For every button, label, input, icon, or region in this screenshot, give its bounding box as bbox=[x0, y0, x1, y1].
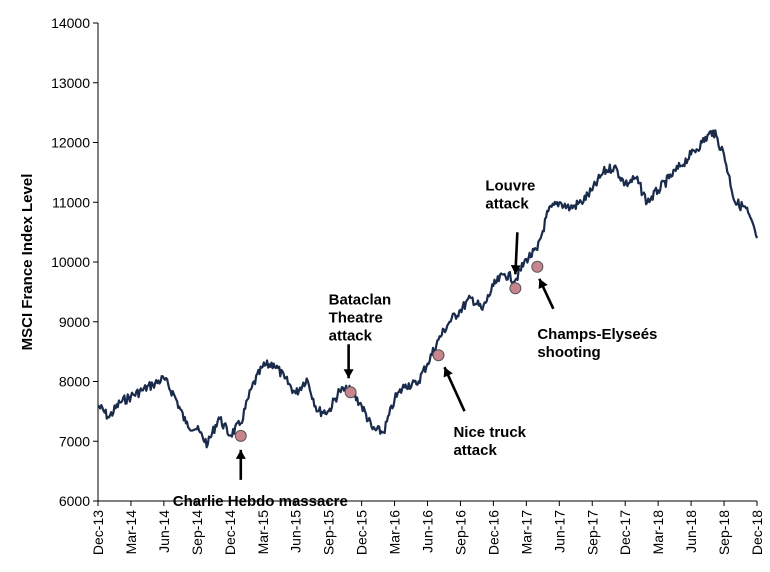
x-tick-label: Sep-15 bbox=[321, 510, 337, 555]
y-tick-label: 12000 bbox=[51, 135, 90, 151]
x-tick-label: Mar-14 bbox=[123, 510, 139, 555]
x-tick-label: Jun-18 bbox=[683, 510, 699, 553]
event-marker bbox=[344, 386, 357, 399]
x-tick-label: Dec-16 bbox=[485, 510, 501, 555]
event-arrow-head bbox=[538, 278, 548, 290]
y-tick-label: 7000 bbox=[59, 433, 90, 449]
x-tick-label: Mar-16 bbox=[387, 510, 403, 555]
y-tick-label: 10000 bbox=[51, 254, 90, 270]
event-label: Nice truck bbox=[453, 424, 526, 441]
x-tick-label: Dec-13 bbox=[90, 510, 106, 555]
x-tick-label: Sep-17 bbox=[584, 510, 600, 555]
event-label: attack bbox=[485, 195, 529, 212]
event-marker bbox=[432, 349, 445, 362]
y-tick-label: 14000 bbox=[51, 15, 90, 31]
y-tick-label: 13000 bbox=[51, 75, 90, 91]
x-tick-label: Jun-14 bbox=[156, 510, 172, 553]
event-label: Theatre bbox=[329, 309, 383, 326]
x-tick-label: Jun-15 bbox=[288, 510, 304, 553]
x-tick-label: Mar-17 bbox=[518, 510, 534, 555]
event-arrow-head bbox=[343, 369, 354, 379]
x-tick-label: Dec-17 bbox=[617, 510, 633, 555]
series-group bbox=[97, 129, 759, 449]
event-marker bbox=[509, 282, 522, 295]
y-tick-label: 8000 bbox=[59, 374, 90, 390]
y-axis-ticks: 6000 7000 8000 9000 10000 11000 12000 13000 1400… bbox=[51, 15, 98, 509]
x-axis-ticks: Dec-13 Mar-14 Jun-14 Sep-14 Dec-14 Mar-15 Jun-… bbox=[90, 501, 765, 555]
y-tick-label: 11000 bbox=[52, 194, 90, 210]
event-label: attack bbox=[329, 327, 373, 344]
x-tick-label: Mar-15 bbox=[255, 510, 271, 555]
event-marker bbox=[234, 429, 247, 442]
x-tick-label: Jun-17 bbox=[551, 510, 567, 553]
event-arrow-head bbox=[235, 449, 246, 459]
y-axis-label: MSCI France Index Level bbox=[19, 174, 36, 351]
y-tick-label: 6000 bbox=[59, 493, 90, 509]
event-label: Charlie Hebdo massacre bbox=[173, 493, 348, 510]
event-label: Louvre bbox=[485, 177, 535, 194]
x-tick-label: Dec-15 bbox=[354, 510, 370, 555]
event-annotations: Charlie Hebdo massacreBataclanTheatreatt… bbox=[173, 177, 658, 510]
x-tick-label: Sep-18 bbox=[716, 510, 732, 555]
x-tick-label: Dec-14 bbox=[222, 510, 238, 555]
event-label: attack bbox=[453, 442, 497, 459]
event-label: Bataclan bbox=[329, 291, 392, 308]
event-annotation: Charlie Hebdo massacre bbox=[173, 429, 348, 510]
x-tick-label: Sep-14 bbox=[189, 510, 205, 555]
series-line bbox=[97, 129, 759, 449]
x-tick-label: Dec-18 bbox=[749, 510, 765, 555]
x-tick-label: Mar-18 bbox=[650, 510, 666, 555]
event-arrow-head bbox=[510, 265, 521, 275]
x-tick-label: Sep-16 bbox=[452, 510, 468, 555]
x-tick-label: Jun-16 bbox=[420, 510, 436, 553]
event-arrow-head bbox=[443, 367, 453, 378]
event-label: shooting bbox=[537, 344, 600, 361]
event-label: Champs-Elyseés bbox=[537, 326, 657, 343]
event-marker bbox=[531, 260, 544, 273]
y-tick-label: 9000 bbox=[59, 314, 90, 330]
